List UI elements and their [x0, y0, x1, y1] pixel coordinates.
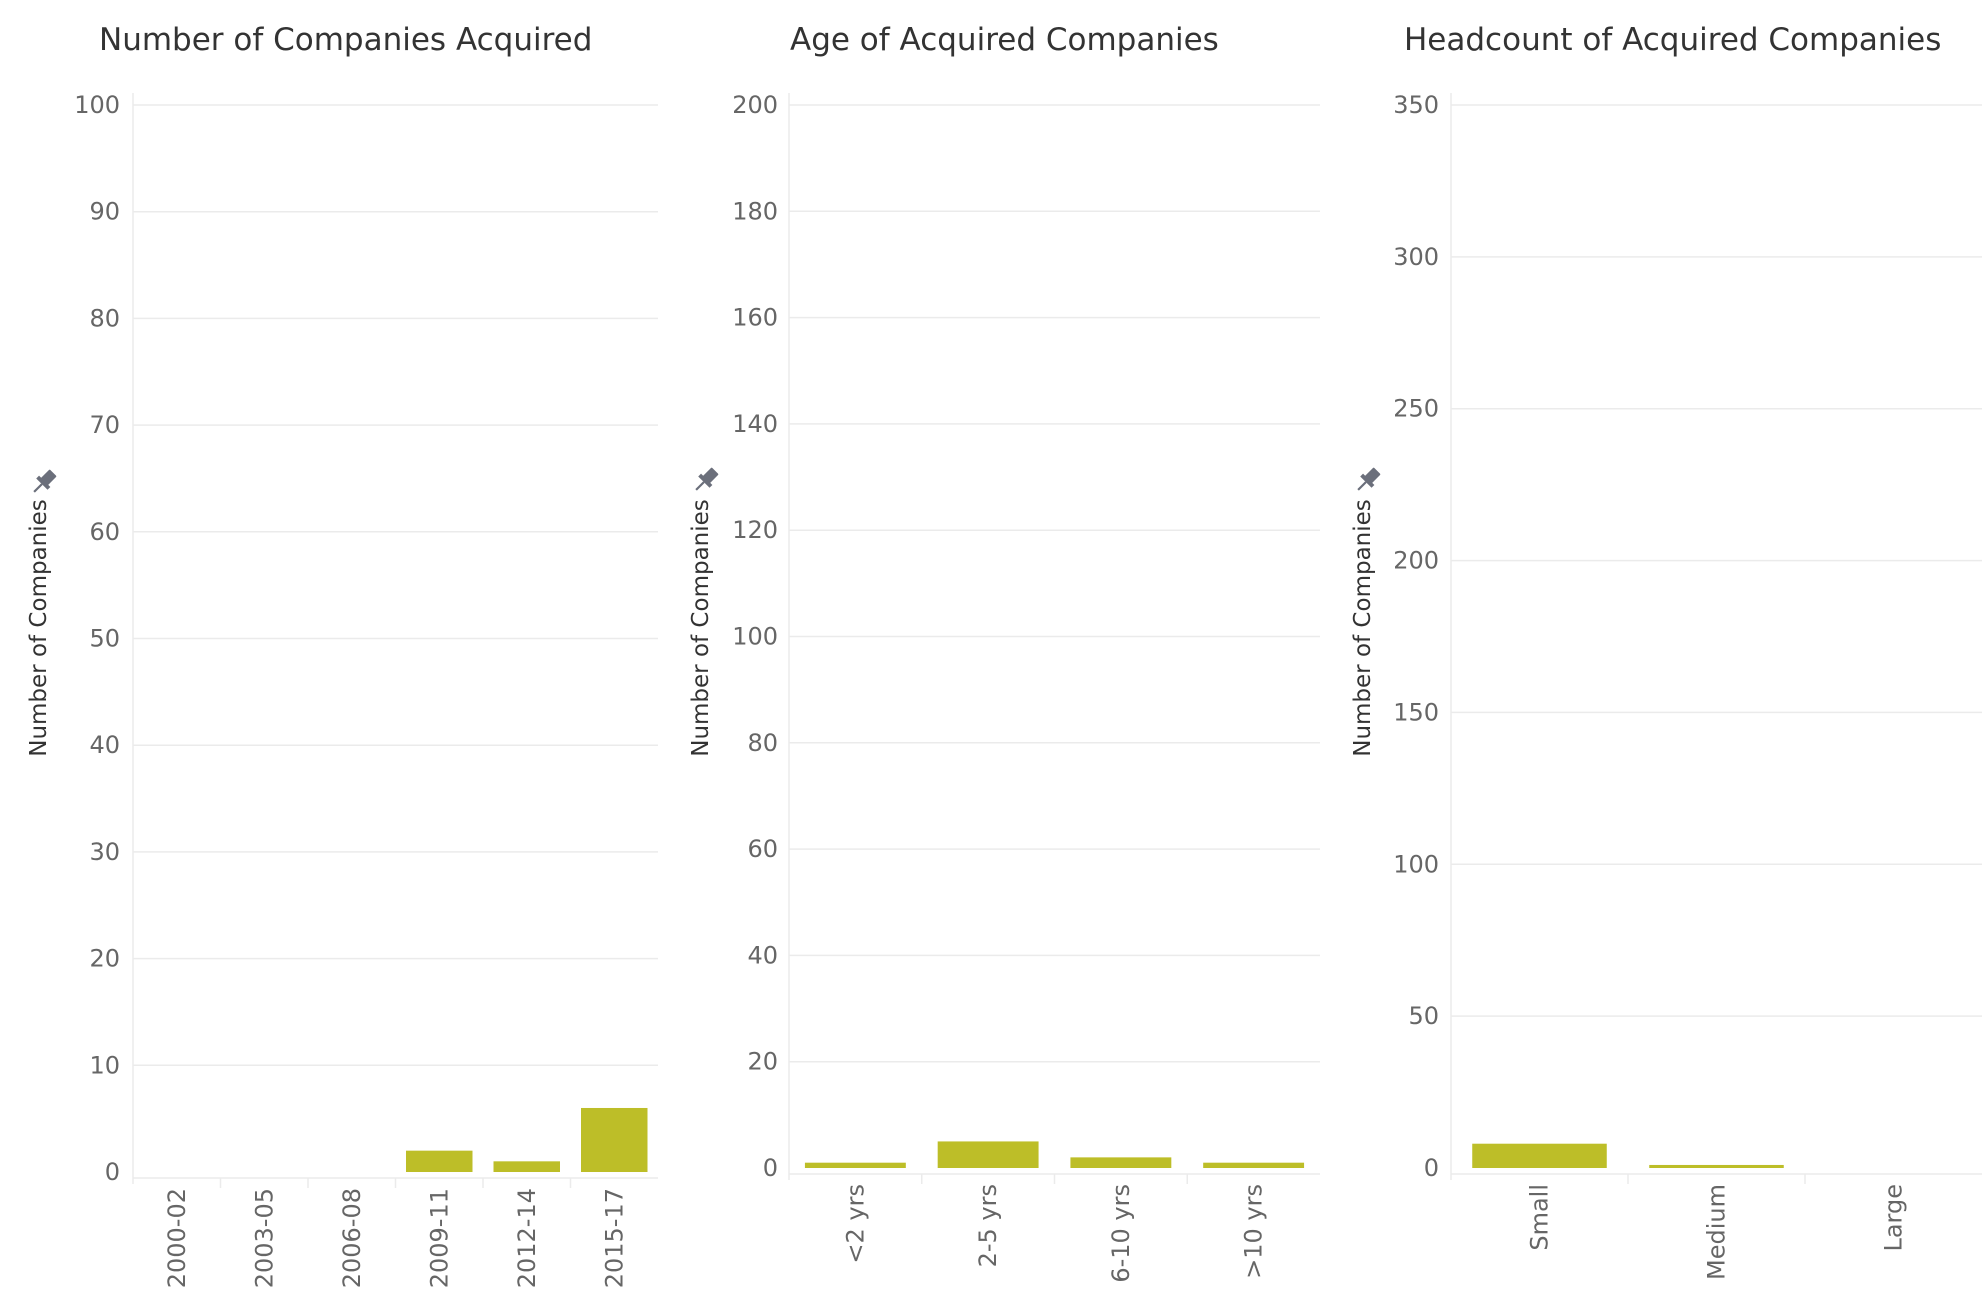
pin-icon[interactable] — [28, 467, 58, 497]
y-tick-label: 80 — [89, 304, 120, 332]
y-tick-label: 250 — [1393, 395, 1439, 423]
x-tick-label: 6-10 yrs — [1107, 1184, 1135, 1283]
bars — [406, 1107, 648, 1172]
bar[interactable] — [581, 1107, 648, 1172]
x-tick-label: 2012-14 — [513, 1188, 541, 1288]
gridlines — [133, 104, 658, 1067]
y-tick-label: 40 — [747, 941, 778, 969]
x-axis-ticks: <2 yrs 2-5 yrs 6-10 yrs >10 yrs — [841, 1174, 1268, 1283]
y-tick-label: 200 — [1393, 547, 1439, 575]
y-tick-label: 180 — [732, 197, 778, 225]
y-tick-label: 90 — [89, 198, 120, 226]
chart-panel-age: Age of Acquired Companies 0 20 40 60 80 100 12… — [662, 0, 1324, 1308]
x-tick-label: <2 yrs — [841, 1184, 869, 1264]
x-tick-label: Large — [1880, 1184, 1908, 1252]
y-tick-label: 10 — [89, 1051, 120, 1079]
bar[interactable] — [1472, 1143, 1607, 1168]
bar-chart-companies-acquired: 0 10 20 30 40 50 60 70 80 90 100 2000-02 2003-05 2006… — [26, 91, 658, 1288]
bar[interactable] — [937, 1141, 1039, 1168]
bar[interactable] — [1649, 1164, 1784, 1168]
bar[interactable] — [493, 1161, 561, 1172]
bar[interactable] — [406, 1150, 473, 1172]
y-tick-label: 60 — [747, 835, 778, 863]
chart-panel-companies-acquired: Number of Companies Acquired 0 10 20 30 40 50… — [0, 0, 662, 1308]
y-tick-label: 0 — [105, 1158, 120, 1186]
y-tick-label: 40 — [89, 731, 120, 759]
x-axis-ticks: Small Medium Large — [1526, 1174, 1908, 1280]
x-tick-label: Small — [1526, 1184, 1554, 1251]
gridlines — [789, 104, 1320, 1063]
y-tick-label: 0 — [763, 1154, 778, 1182]
y-axis-title: Number of Companies — [26, 499, 52, 757]
chart-title: Headcount of Acquired Companies — [1404, 22, 1942, 58]
y-tick-label: 80 — [747, 729, 778, 757]
x-axis-ticks: 2000-02 2003-05 2006-08 2009-11 2012-14 2015-… — [163, 1178, 628, 1288]
y-tick-label: 120 — [732, 516, 778, 544]
bar-chart-age: 0 20 40 60 80 100 120 140 160 180 200 <2 yrs 2-5 yrs… — [688, 91, 1320, 1283]
y-axis-ticks: 0 50 100 150 200 250 300 350 — [1393, 91, 1439, 1182]
x-tick-label: >10 yrs — [1240, 1184, 1268, 1279]
x-tick-label: 2000-02 — [163, 1188, 191, 1288]
bar[interactable] — [804, 1162, 906, 1168]
y-axis-ticks: 0 10 20 30 40 50 60 70 80 90 100 — [74, 91, 120, 1186]
chart-title: Number of Companies Acquired — [99, 22, 593, 58]
y-tick-label: 100 — [1393, 850, 1439, 878]
x-tick-label: 2006-08 — [338, 1188, 366, 1288]
bars — [1472, 1143, 1784, 1168]
y-tick-label: 100 — [74, 91, 120, 119]
y-tick-label: 350 — [1393, 91, 1439, 119]
bar-chart-headcount: 0 50 100 150 200 250 300 350 Small Medium Large Num… — [1350, 91, 1982, 1280]
y-tick-label: 70 — [89, 411, 120, 439]
y-tick-label: 0 — [1424, 1154, 1439, 1182]
bar[interactable] — [1203, 1162, 1305, 1168]
chart-title: Age of Acquired Companies — [790, 22, 1219, 58]
pin-icon[interactable] — [1352, 465, 1382, 495]
chart-panel-headcount: Headcount of Acquired Companies 0 50 100 15… — [1324, 0, 1986, 1308]
x-tick-label: Medium — [1703, 1184, 1731, 1280]
y-tick-label: 20 — [89, 945, 120, 973]
bar[interactable] — [1070, 1157, 1172, 1168]
y-axis-ticks: 0 20 40 60 80 100 120 140 160 180 200 — [732, 91, 778, 1182]
y-tick-label: 300 — [1393, 243, 1439, 271]
y-axis-title: Number of Companies — [688, 499, 714, 757]
y-tick-label: 150 — [1393, 698, 1439, 726]
y-tick-label: 100 — [732, 623, 778, 651]
y-tick-label: 200 — [732, 91, 778, 119]
y-tick-label: 50 — [89, 625, 120, 653]
y-tick-label: 160 — [732, 304, 778, 332]
x-tick-label: 2-5 yrs — [974, 1184, 1002, 1267]
y-axis-title: Number of Companies — [1350, 499, 1376, 757]
bars — [804, 1141, 1305, 1168]
x-tick-label: 2003-05 — [250, 1188, 278, 1288]
y-tick-label: 50 — [1408, 1002, 1439, 1030]
y-tick-label: 140 — [732, 410, 778, 438]
gridlines — [1451, 104, 1982, 1017]
y-tick-label: 30 — [89, 838, 120, 866]
x-tick-label: 2015-17 — [600, 1188, 628, 1288]
y-tick-label: 20 — [747, 1048, 778, 1076]
y-tick-label: 60 — [89, 518, 120, 546]
pin-icon[interactable] — [690, 465, 720, 495]
x-tick-label: 2009-11 — [425, 1188, 453, 1288]
